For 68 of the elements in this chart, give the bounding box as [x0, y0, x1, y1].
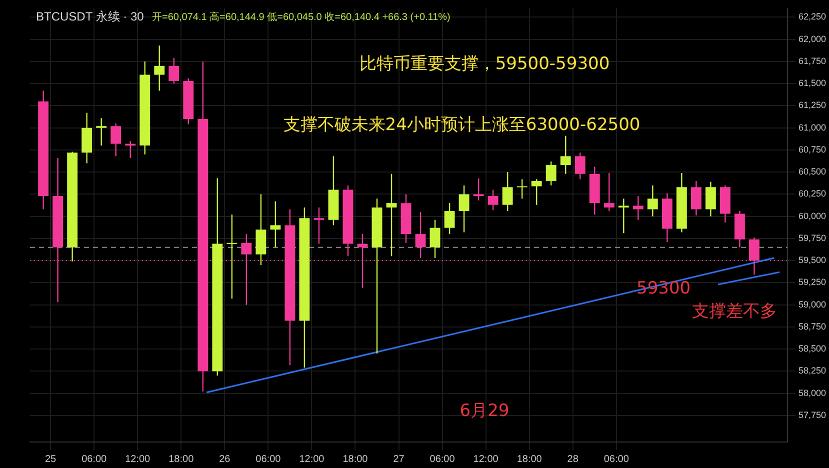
x-tick-label: 06:00: [430, 454, 456, 465]
candlestick: [502, 172, 513, 212]
x-tick-label: 18:00: [516, 454, 542, 465]
y-tick-label: 58,500: [798, 344, 826, 354]
candlestick: [386, 173, 397, 257]
annotation: 6月29: [460, 401, 510, 422]
candlestick: [154, 44, 165, 92]
y-tick-label: 61,500: [798, 78, 826, 88]
candlestick: [415, 211, 426, 259]
y-tick-label: 59,750: [798, 232, 826, 243]
candlestick: [488, 189, 498, 211]
candlestick: [531, 178, 542, 206]
candlestick: [110, 122, 122, 157]
candlestick: [560, 135, 571, 174]
candlestick: [226, 214, 238, 300]
candlestick: [574, 152, 586, 180]
y-tick-label: 58,750: [798, 321, 826, 332]
x-tick-label: 25: [44, 454, 57, 465]
y-tick-label: 62,000: [798, 34, 826, 44]
candlestick: [357, 233, 368, 289]
x-tick-label: 12:00: [473, 454, 499, 465]
candlestick: [632, 195, 644, 220]
x-tick-label: 06:00: [604, 454, 630, 465]
annotation: 59300: [636, 278, 691, 298]
candlestick: [516, 178, 528, 200]
x-tick-label: 18:00: [168, 454, 194, 465]
x-tick-label: 06:00: [256, 454, 282, 465]
candlestick: [604, 172, 614, 212]
chart-subtitle: 开=60,074.1 高=60,144.9 低=60,045.0 收=60,140.4 +66.3 (+0.11%): [152, 11, 450, 24]
y-tick-label: 61,250: [798, 100, 826, 110]
x-tick-label: 12:00: [299, 454, 325, 465]
x-tick-label: 26: [219, 454, 231, 465]
annotation: 比特币重要支撑，59500-59300: [359, 54, 610, 74]
candlestick: [96, 118, 107, 146]
candlestick: [647, 184, 658, 217]
y-tick-label: 61,000: [798, 122, 826, 132]
annotation: 支撑不破未来24小时预计上涨至63000-62500: [283, 114, 640, 135]
y-tick-label: 59,000: [798, 299, 826, 310]
candlestick: [473, 178, 484, 202]
y-tick-label: 61,750: [798, 56, 826, 66]
candlestick: [458, 184, 470, 233]
candlestick: [430, 219, 440, 259]
chart-title: BTCUSDT 永续 · 30: [36, 10, 144, 24]
y-tick-label: 57,750: [798, 410, 826, 420]
candlestick: [618, 198, 629, 234]
annotation: 支撑差不多: [692, 301, 777, 322]
candlestick: [690, 180, 702, 216]
candlestick: [314, 206, 324, 244]
candlestick: [705, 181, 716, 217]
candlestick: [546, 160, 556, 186]
x-tick-label: 27: [393, 454, 405, 465]
candlestick: [444, 202, 455, 235]
y-tick-label: 59,500: [798, 255, 826, 266]
candlestick: [270, 200, 281, 248]
candlestick: [241, 233, 252, 306]
y-tick-label: 58,000: [798, 388, 826, 398]
y-tick-label: 60,500: [798, 166, 826, 177]
candlestick: [168, 57, 180, 84]
y-tick-label: 59,250: [798, 277, 826, 288]
x-tick-label: 12:00: [125, 454, 151, 465]
y-tick-label: 60,250: [798, 188, 826, 199]
x-tick-label: 06:00: [82, 454, 108, 465]
x-tick-label: 18:00: [342, 454, 368, 465]
y-tick-label: 58,250: [798, 366, 826, 376]
y-tick-label: 62,250: [798, 12, 826, 22]
x-tick-label: 28: [567, 454, 579, 465]
y-tick-label: 60,750: [798, 144, 826, 154]
y-tick-label: 60,000: [798, 210, 826, 221]
